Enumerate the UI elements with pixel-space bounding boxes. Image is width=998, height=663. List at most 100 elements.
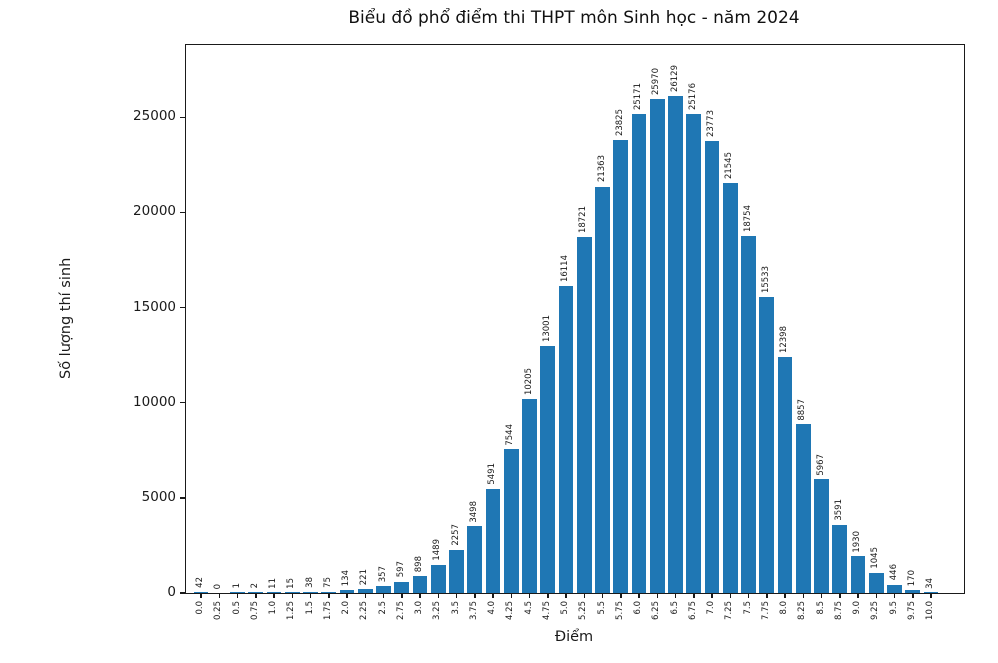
x-tick-label: 1.5 [304, 601, 315, 615]
bar-value-label: 23773 [706, 109, 717, 137]
plot-area: 42 0.0 0 0.25 1 0.5 2 0.75 11 1.0 15 1.25 38 1.5 75 1.7… [133, 44, 965, 620]
x-tick-mark [638, 593, 640, 598]
x-tick-mark [656, 593, 658, 598]
bar-value-label: 26129 [669, 64, 680, 92]
x-tick-label: 4.75 [541, 601, 552, 620]
x-tick-mark [620, 593, 622, 598]
x-tick-mark [912, 593, 914, 598]
x-tick-label: 6.75 [687, 601, 698, 620]
y-tick-label: 0 [167, 584, 176, 600]
bar-value-label: 75 [322, 576, 333, 588]
bar [430, 564, 446, 593]
x-tick-mark [784, 593, 786, 598]
bar [540, 345, 556, 593]
x-tick-mark [565, 593, 567, 598]
bar-value-label: 15 [286, 577, 297, 589]
x-tick-mark [711, 593, 713, 598]
x-tick-mark [236, 593, 239, 598]
x-tick-label: 7.0 [706, 601, 717, 615]
x-tick-label: 3.5 [450, 601, 461, 615]
x-tick-mark [218, 593, 220, 598]
x-tick-label: 1.0 [268, 601, 279, 615]
x-tick-mark [346, 593, 348, 598]
bar [376, 586, 391, 593]
x-tick-label: 4.0 [487, 601, 498, 615]
x-tick-label: 6.5 [669, 601, 680, 615]
bar-value-label: 25171 [633, 83, 644, 111]
bar [905, 589, 921, 593]
bar [558, 286, 574, 593]
bar [850, 556, 866, 593]
bar-value-label: 34 [925, 577, 936, 589]
y-tick-mark [180, 401, 186, 404]
x-tick-mark [802, 593, 804, 598]
x-axis-label: Điểm [554, 629, 594, 645]
bar-value-label: 7544 [505, 423, 516, 446]
x-tick-mark [893, 593, 896, 598]
bar-value-label: 23825 [614, 108, 625, 136]
bar-value-label: 5967 [815, 453, 826, 476]
x-tick-mark [200, 593, 202, 598]
bar-value-label: 21545 [724, 152, 735, 180]
x-tick-label: 4.5 [523, 601, 534, 615]
x-tick-mark [729, 593, 731, 598]
x-tick-label: 0.0 [195, 601, 206, 615]
bar [814, 479, 829, 593]
x-tick-mark [839, 593, 841, 598]
y-tick-label: 25000 [133, 108, 176, 125]
bar [230, 592, 245, 593]
y-tick-mark [180, 116, 186, 119]
bar-value-label: 5491 [487, 462, 498, 485]
x-tick-label: 7.5 [742, 601, 753, 615]
y-tick-label: 5000 [141, 488, 176, 505]
x-tick-mark [857, 593, 859, 598]
bar [467, 526, 483, 593]
bar-value-label: 21363 [596, 155, 607, 183]
bar [795, 424, 811, 593]
x-tick-label: 2.5 [377, 601, 388, 615]
bar-value-label: 1 [231, 582, 242, 589]
y-tick-label: 15000 [133, 298, 176, 315]
x-tick-label: 6.25 [651, 601, 662, 620]
bar [887, 584, 902, 593]
x-tick-mark [547, 593, 549, 598]
bar-value-label: 170 [906, 569, 917, 586]
bar-value-label: 134 [341, 570, 352, 587]
bar [266, 592, 282, 593]
x-tick-label: 0.25 [213, 601, 224, 620]
bar-value-label: 2257 [450, 524, 461, 547]
bar-value-label: 8857 [797, 398, 808, 421]
y-tick-label: 10000 [133, 393, 176, 410]
x-tick-label: 6.0 [633, 601, 644, 615]
bar [631, 114, 647, 593]
bar [868, 573, 884, 593]
x-tick-mark [930, 593, 932, 598]
y-axis-label: Số lượng thí sinh [58, 257, 74, 379]
x-tick-mark [492, 593, 494, 598]
x-tick-mark [364, 593, 366, 598]
x-tick-mark [474, 593, 476, 598]
x-tick-mark [291, 593, 293, 598]
bar-value-label: 25970 [651, 67, 662, 95]
bar-value-label: 15533 [760, 266, 771, 294]
x-tick-label: 7.25 [724, 601, 735, 620]
x-tick-mark [455, 593, 458, 598]
x-tick-label: 7.75 [760, 601, 771, 620]
bar [832, 524, 848, 593]
bar [704, 140, 720, 593]
x-tick-mark [328, 593, 330, 598]
y-tick-mark [180, 306, 186, 309]
bar-value-label: 42 [195, 577, 206, 589]
x-tick-label: 5.75 [614, 601, 625, 620]
x-tick-label: 8.5 [815, 601, 826, 615]
bar-value-label: 3498 [468, 500, 479, 523]
x-tick-label: 3.25 [432, 601, 443, 620]
bar-value-label: 11 [268, 577, 279, 589]
x-tick-mark [693, 593, 695, 598]
bar-value-label: 3591 [833, 499, 844, 521]
x-tick-label: 2.75 [395, 601, 406, 620]
x-tick-label: 3.0 [414, 601, 425, 615]
bar [522, 398, 537, 593]
x-tick-label: 0.5 [231, 601, 242, 615]
